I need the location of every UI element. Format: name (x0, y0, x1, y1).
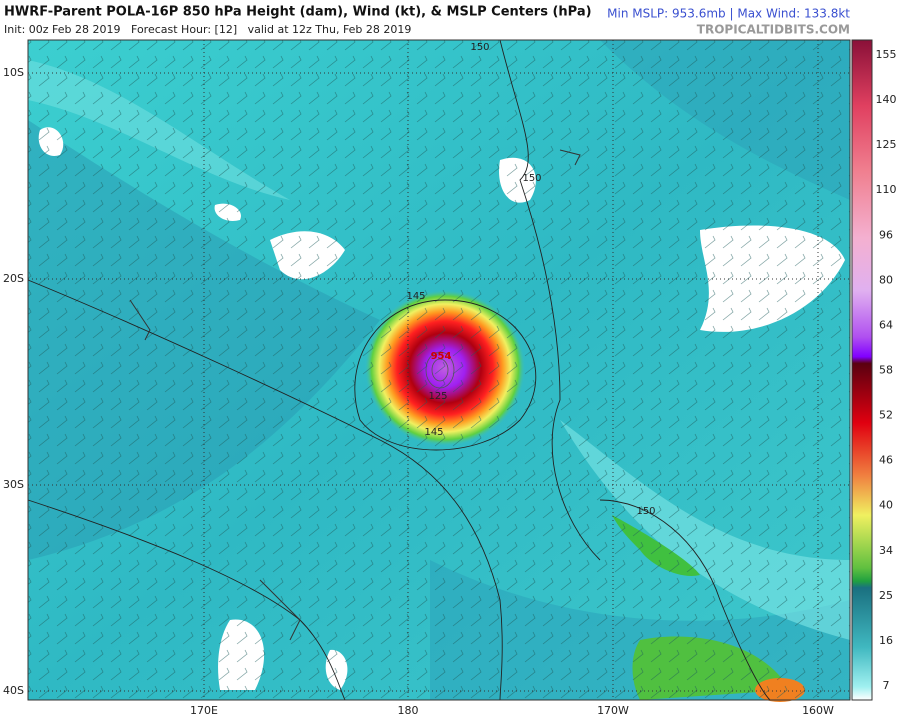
colorbar-label: 34 (879, 544, 893, 557)
subtitle: Init: 00z Feb 28 2019 Forecast Hour: [12… (4, 23, 411, 36)
site: TROPICALTIDBITS.COM (697, 23, 850, 37)
map (27, 39, 851, 702)
lat-label: 40S (3, 684, 24, 697)
colorbar-label: 110 (876, 183, 897, 196)
lat-label: 30S (3, 478, 24, 491)
lon-label: 160W (802, 704, 834, 717)
contour-label: 125 (428, 391, 447, 402)
lon-label: 170E (190, 704, 218, 717)
colorbar-label: 40 (879, 499, 893, 512)
grid (28, 40, 850, 700)
contour-label: 150 (522, 173, 541, 184)
lon-label: 180 (398, 704, 419, 717)
lat-label: 10S (3, 66, 24, 79)
colorbar-label: 80 (879, 273, 893, 286)
colorbar-label: 58 (879, 364, 893, 377)
colorbar-label: 25 (879, 589, 893, 602)
contour-labels: 150 150 145 145 150 954 125 (406, 42, 655, 517)
colorbar-label: 125 (876, 138, 897, 151)
colorbar-labels: 155 140 125 110 96 80 64 58 52 46 40 34 25 16 7 (876, 48, 897, 692)
title: HWRF-Parent POLA-16P 850 hPa Height (dam… (4, 5, 592, 20)
colorbar-label: 140 (876, 93, 897, 106)
colorbar-label: 16 (879, 634, 893, 647)
colorbar-label: 64 (879, 318, 893, 331)
lon-labels: 170E 180 170W 160W (190, 704, 834, 717)
colorbar-label: 96 (879, 228, 893, 241)
lat-label: 20S (3, 272, 24, 285)
colorbar-label: 52 (879, 409, 893, 422)
lat-labels: 10S 20S 30S 40S (3, 66, 24, 697)
contour-label: 150 (636, 506, 655, 517)
colorbar-label: 155 (876, 48, 897, 61)
lon-label: 170W (597, 704, 629, 717)
contour-label: 954 (431, 351, 452, 362)
stats: Min MSLP: 953.6mb | Max Wind: 133.8kt (607, 7, 850, 21)
contour-label: 150 (470, 42, 489, 53)
colorbar-label: 7 (883, 679, 890, 692)
colorbar-label: 46 (879, 454, 893, 467)
colorbar (851, 39, 873, 701)
contour-label: 145 (424, 427, 443, 438)
contour-label: 145 (406, 291, 425, 302)
